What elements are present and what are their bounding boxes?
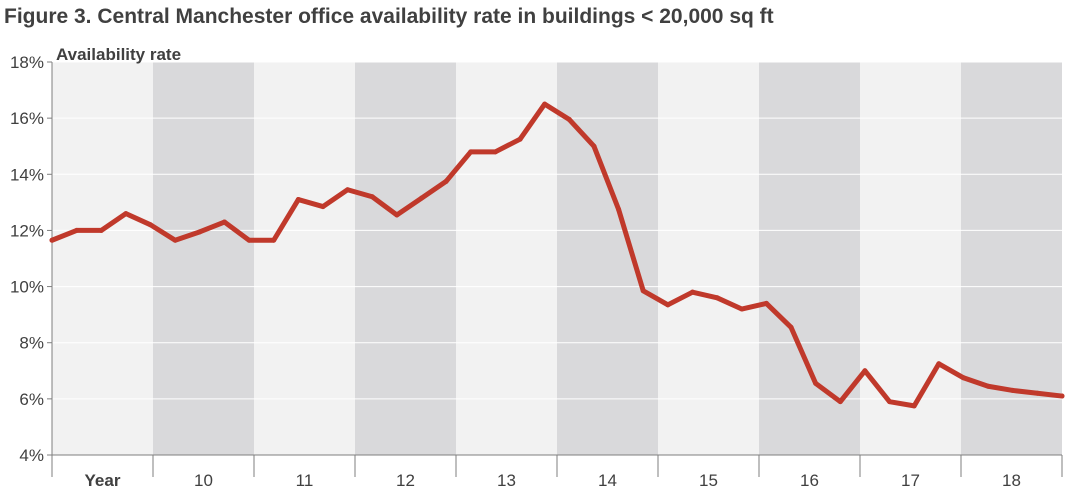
y-tick-label-2: 8% <box>19 334 44 353</box>
data-point-1 <box>74 227 80 233</box>
x-tick-label-5: 14 <box>598 471 617 490</box>
data-point-31 <box>813 380 819 386</box>
data-point-2 <box>98 227 104 233</box>
y-axis-title: Availability rate <box>56 45 181 64</box>
y-tick-labels: 4% 6% 8% 10% 12% 14% 16% 18% <box>10 53 44 465</box>
data-point-28 <box>739 306 745 312</box>
x-tick-label-6: 15 <box>699 471 718 490</box>
data-point-20 <box>542 101 548 107</box>
year-band-6 <box>658 62 759 455</box>
x-tick-label-2: 11 <box>296 471 314 490</box>
data-point-21 <box>566 117 572 123</box>
data-point-15 <box>419 195 425 201</box>
year-band-2 <box>254 62 355 455</box>
y-tick-label-4: 12% <box>10 221 44 240</box>
data-point-14 <box>394 212 400 218</box>
x-tick-label-4: 13 <box>497 471 516 490</box>
data-point-9 <box>271 237 277 243</box>
data-point-12 <box>345 187 351 193</box>
data-point-24 <box>640 288 646 294</box>
data-point-4 <box>148 222 154 228</box>
year-band-1 <box>153 62 254 455</box>
data-point-22 <box>591 143 597 149</box>
data-point-34 <box>887 399 893 405</box>
data-point-3 <box>123 211 129 217</box>
data-point-40 <box>1034 390 1040 396</box>
data-point-27 <box>714 295 720 301</box>
x-tick-label-1: 10 <box>194 471 213 490</box>
x-tick-label-0: Year <box>85 471 121 490</box>
data-point-32 <box>837 399 843 405</box>
data-point-8 <box>246 237 252 243</box>
series-line-0 <box>49 101 1065 409</box>
year-band-3 <box>355 62 456 455</box>
y-tick-label-1: 6% <box>19 390 44 409</box>
data-point-39 <box>1010 387 1016 393</box>
data-point-7 <box>221 219 227 225</box>
chart-title: Figure 3. Central Manchester office avai… <box>4 5 774 28</box>
y-tick-label-3: 10% <box>10 278 44 297</box>
x-tick-label-7: 16 <box>800 471 819 490</box>
data-point-37 <box>960 375 966 381</box>
data-point-38 <box>985 383 991 389</box>
data-point-41 <box>1059 393 1065 399</box>
y-tick-label-6: 16% <box>10 109 44 128</box>
data-point-0 <box>49 237 55 243</box>
year-band-7 <box>759 62 860 455</box>
data-point-33 <box>862 368 868 374</box>
year-band-0 <box>52 62 153 455</box>
data-point-16 <box>443 178 449 184</box>
series-layer <box>49 101 1065 409</box>
year-band-4 <box>456 62 557 455</box>
data-point-29 <box>763 300 769 306</box>
x-tick-label-3: 12 <box>396 471 415 490</box>
axes <box>47 61 1063 477</box>
data-point-35 <box>911 403 917 409</box>
data-point-25 <box>665 302 671 308</box>
year-bands <box>52 62 1062 455</box>
gridlines <box>52 61 1062 400</box>
data-point-19 <box>517 136 523 142</box>
year-band-8 <box>860 62 961 455</box>
data-point-10 <box>295 197 301 203</box>
data-point-26 <box>689 289 695 295</box>
data-point-18 <box>492 149 498 155</box>
x-tick-label-9: 18 <box>1002 471 1021 490</box>
data-point-36 <box>936 361 942 367</box>
y-tick-label-7: 18% <box>10 53 44 72</box>
x-tick-labels: Year 10 11 12 13 14 15 16 17 18 <box>85 471 1021 490</box>
y-tick-label-5: 14% <box>10 165 44 184</box>
data-point-6 <box>197 229 203 235</box>
y-tick-label-0: 4% <box>19 446 44 465</box>
x-tick-label-8: 17 <box>901 471 920 490</box>
data-point-17 <box>468 149 474 155</box>
data-point-5 <box>172 237 178 243</box>
data-point-13 <box>369 194 375 200</box>
data-point-11 <box>320 204 326 210</box>
data-point-23 <box>616 206 622 212</box>
data-point-30 <box>788 324 794 330</box>
